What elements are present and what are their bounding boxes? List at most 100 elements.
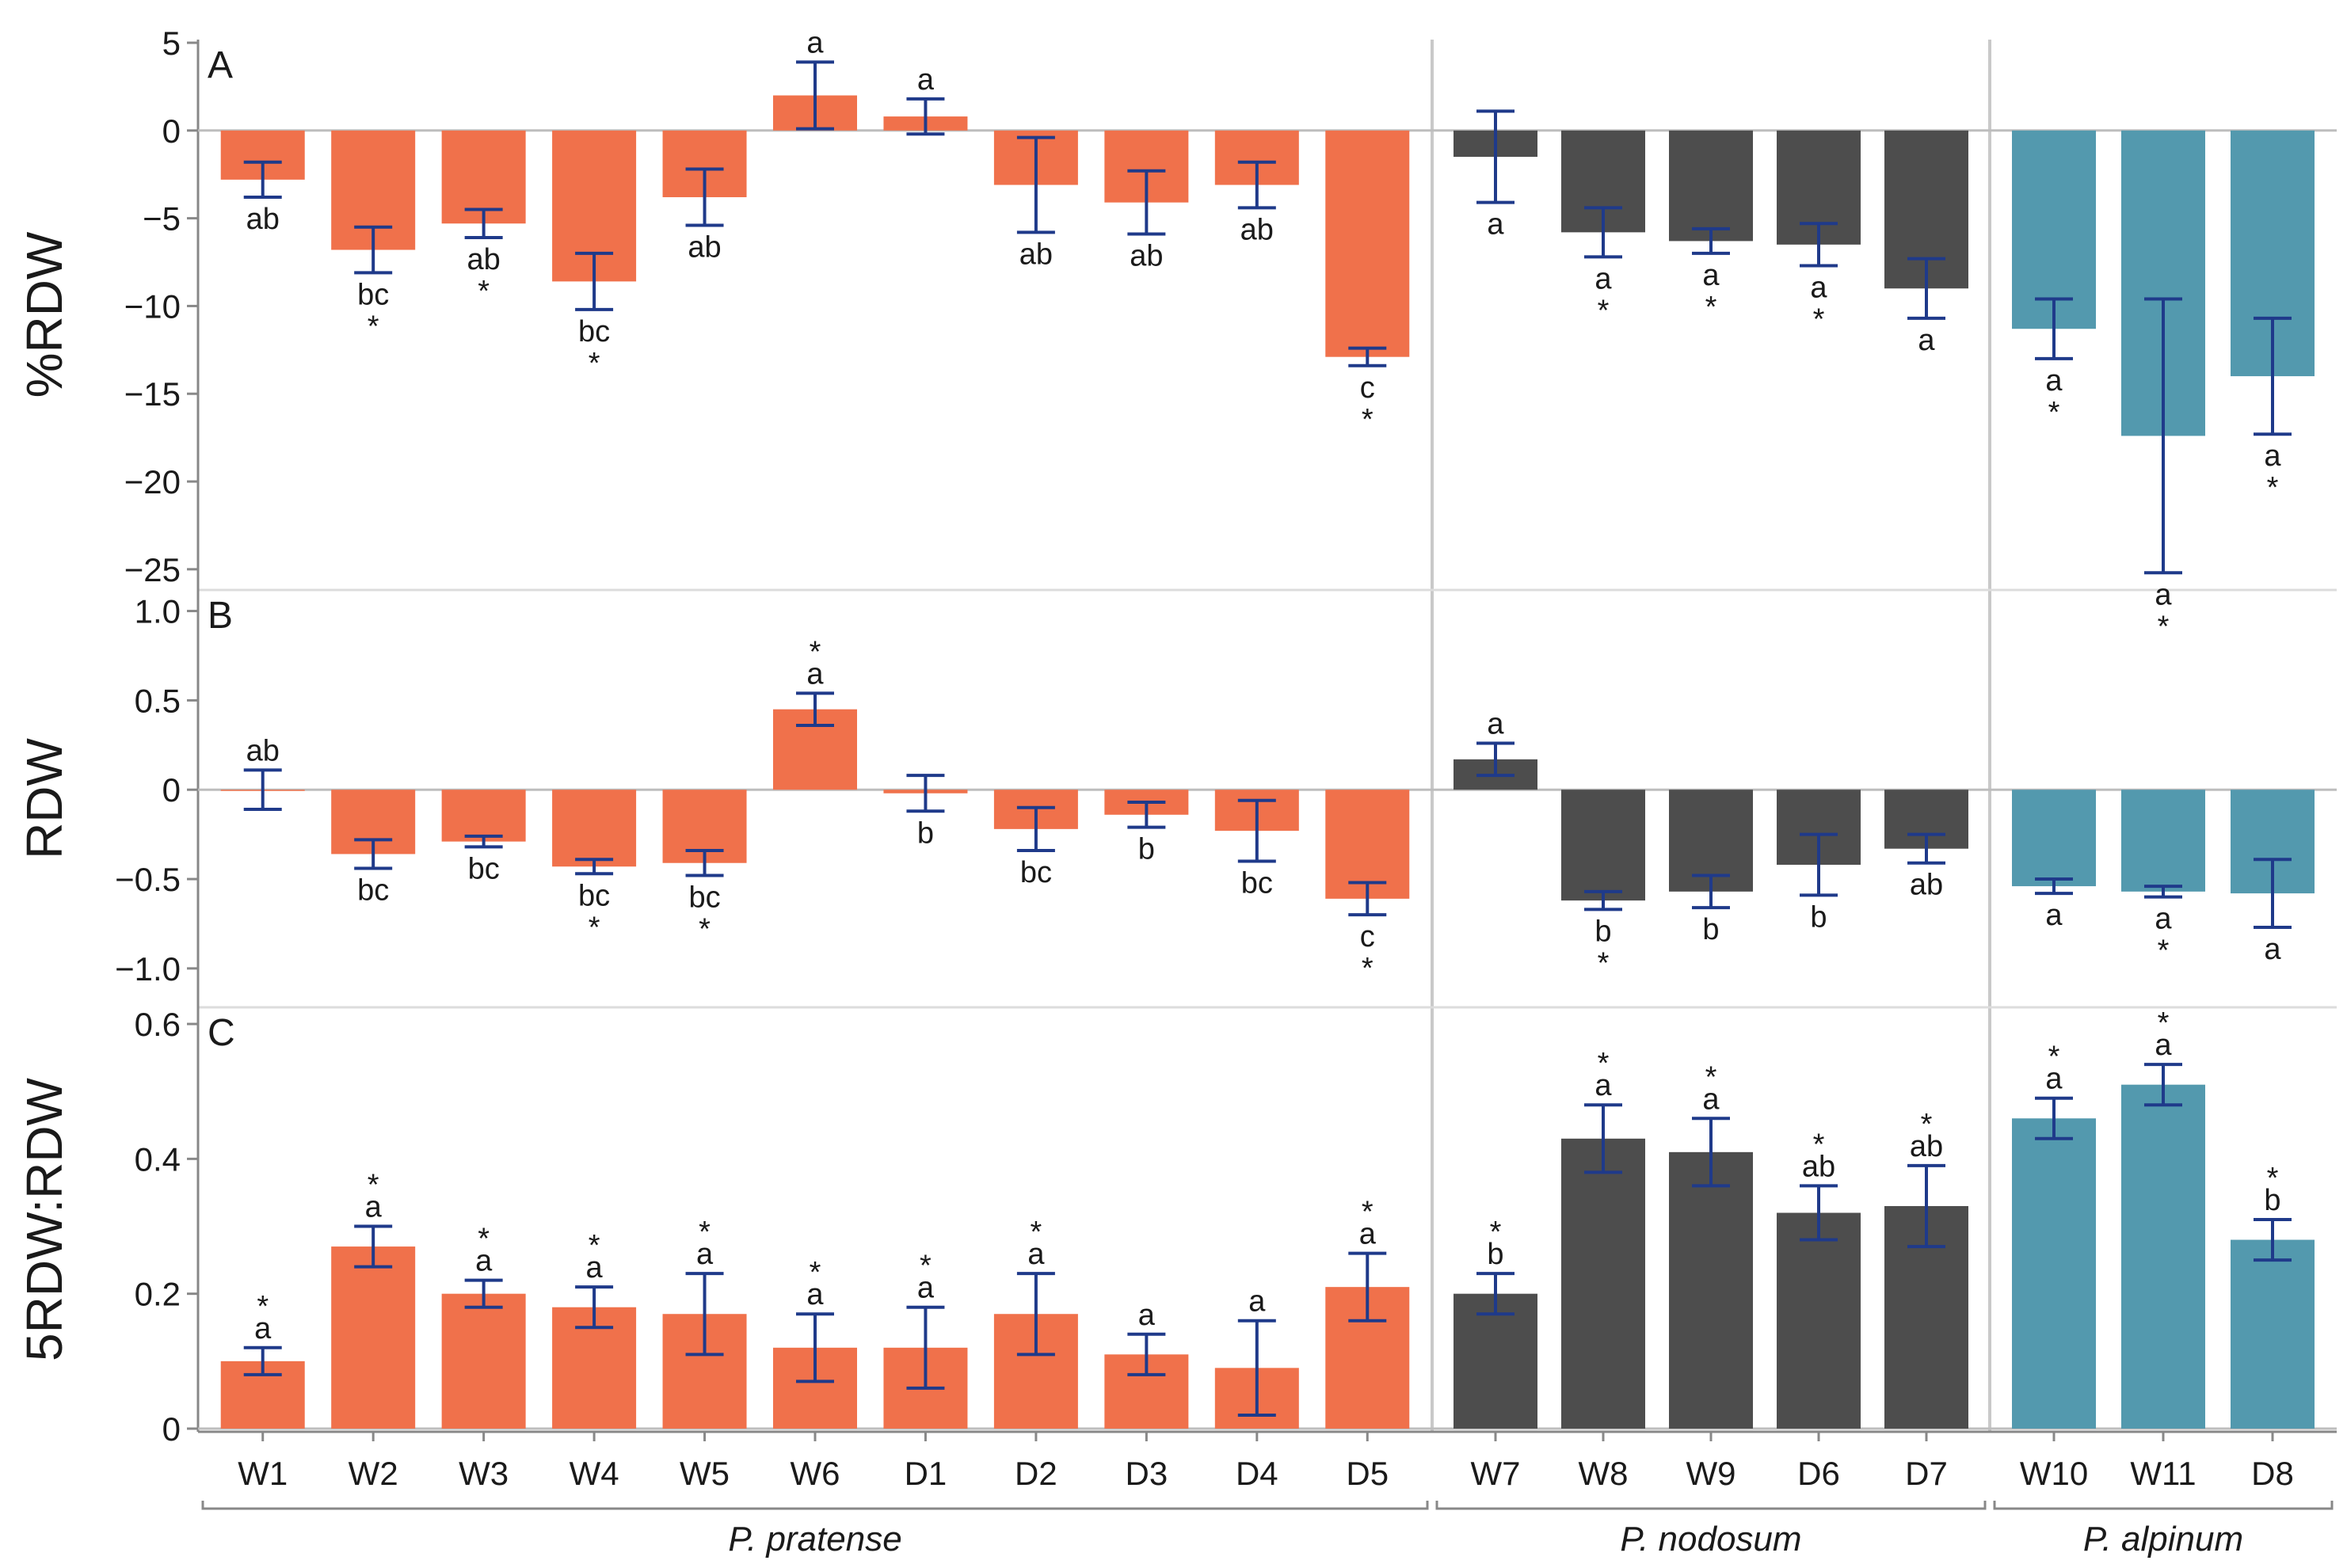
sig-star: * [1362,403,1374,436]
sig-star: * [1705,291,1717,324]
sig-letter-C-W8: a [1595,1069,1612,1102]
y-axis-title: 5RDW:RDW [16,1077,73,1361]
bar-B-W4 [552,790,637,867]
bar-B-W11 [2121,790,2205,892]
sig-letter-C-W2: a [365,1191,383,1224]
panel-letter: A [208,44,233,86]
sig-letter-C-D7: ab [1910,1130,1943,1163]
sig-star: * [368,310,379,343]
x-tick-label-W4: W4 [570,1455,619,1492]
sig-letter-C-W11: a [2155,1029,2172,1062]
x-tick-label-D3: D3 [1126,1455,1168,1492]
sig-letter-C-D5: a [1359,1218,1377,1251]
x-tick-label-D4: D4 [1236,1455,1278,1492]
y-tick-label: 0.6 [135,1006,181,1043]
x-tick-label-D1: D1 [905,1455,947,1492]
sig-letter-C-W3: a [475,1245,493,1278]
x-tick-label-D2: D2 [1015,1455,1057,1492]
group-bracket-2 [1435,1501,1987,1510]
panel-letter: B [208,595,233,637]
sig-letter-C-D6: ab [1802,1150,1835,1183]
sig-letter-B-W6: a [806,657,824,691]
bar-A-D5 [1325,130,1410,357]
bar-B-D5 [1325,790,1410,899]
sig-letter-C-W9: a [1702,1083,1720,1116]
sig-letter-B-W3: bc [468,852,500,885]
sig-star: * [478,1223,490,1256]
sig-letter-A-W3: ab [467,243,500,276]
x-tick-label-W9: W9 [1686,1455,1736,1492]
sig-star: * [478,275,490,308]
sig-letter-B-W5: bc [688,881,720,915]
sig-star: * [2048,396,2060,429]
sig-star: * [589,911,600,944]
sig-star: * [1813,303,1825,336]
sig-star: * [2267,471,2279,504]
group-label-1: P. pratense [728,1520,901,1558]
sig-star: * [1490,1216,1502,1249]
bar-C-D8 [2231,1239,2315,1429]
sig-star: * [1813,1128,1825,1161]
sig-star: * [1598,946,1610,980]
sig-letter-A-W11: a [2155,578,2172,611]
sig-letter-B-D6: b [1810,900,1827,934]
y-tick-label: −10 [124,287,181,325]
bar-C-W11 [2121,1084,2205,1429]
sig-letter-B-D5: c [1360,920,1375,953]
sig-letter-B-W11: a [2155,903,2172,936]
bar-A-W10 [2012,130,2096,329]
sig-letter-B-D4: bc [1241,866,1273,900]
sig-letter-A-W7: a [1487,208,1504,242]
sig-star: * [257,1290,269,1323]
sig-star: * [810,1256,821,1289]
y-tick-label: −5 [143,200,181,238]
x-tick-label-W11: W11 [2130,1455,2196,1492]
y-tick-label: −20 [124,463,181,500]
y-tick-label: 0 [162,771,181,809]
sig-letter-B-W8: b [1595,915,1611,948]
sig-letter-A-D2: ab [1019,238,1053,271]
sig-star: * [1362,952,1374,985]
x-tick-label-W10: W10 [2020,1455,2088,1492]
bar-C-W9 [1669,1151,1753,1429]
sig-letter-C-D4: a [1248,1285,1266,1319]
y-tick-label: −15 [124,375,181,413]
y-tick-label: 5 [162,25,181,62]
sig-star: * [2048,1041,2060,1074]
sig-letter-C-W6: a [806,1278,824,1311]
sig-star: * [699,913,711,946]
sig-star: * [2158,610,2170,643]
sig-letter-B-W2: bc [357,874,389,908]
sig-letter-A-D1: a [917,63,935,97]
sig-letter-B-W9: b [1702,913,1719,946]
sig-star: * [810,635,821,668]
sig-star: * [2158,1007,2170,1040]
bar-C-W10 [2012,1118,2096,1429]
sig-letter-A-D8: a [2264,440,2281,473]
x-tick-label-W5: W5 [680,1455,730,1492]
sig-letter-C-D8: b [2264,1184,2280,1217]
sig-star: * [1362,1196,1374,1229]
sig-star: * [699,1216,711,1249]
y-tick-label: −1.0 [115,950,181,988]
x-tick-label-W6: W6 [791,1455,840,1492]
sig-star: * [2267,1162,2279,1195]
y-tick-label: 1.0 [135,593,181,630]
x-tick-label-W3: W3 [459,1455,509,1492]
sig-letter-A-D4: ab [1240,213,1274,246]
group-bracket-1 [201,1501,1429,1510]
sig-letter-A-W4: bc [578,315,610,348]
sig-letter-A-W2: bc [357,278,389,311]
bar-C-D6 [1777,1212,1861,1429]
sig-letter-C-W10: a [2045,1063,2063,1096]
sig-star: * [1598,294,1610,327]
sig-letter-B-W7: a [1487,708,1504,741]
x-tick-label-D6: D6 [1797,1455,1840,1492]
bar-B-W10 [2012,790,2096,887]
sig-letter-A-D6: a [1810,271,1827,304]
y-axis-title: RDW [16,737,73,858]
x-tick-label-W7: W7 [1471,1455,1521,1492]
sig-letter-C-W5: a [696,1238,714,1271]
sig-star: * [920,1250,932,1283]
